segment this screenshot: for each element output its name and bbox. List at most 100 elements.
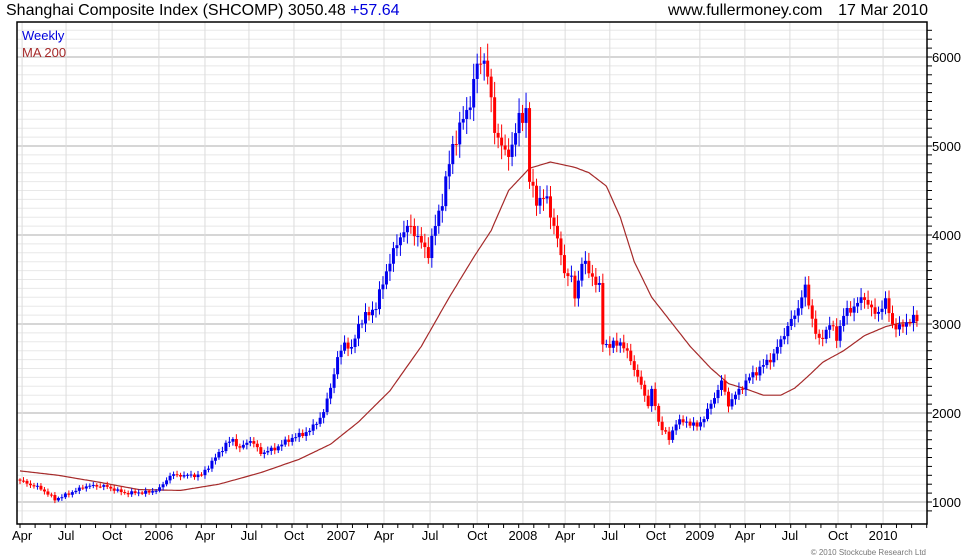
candle-body bbox=[179, 474, 183, 477]
candle-up bbox=[381, 276, 385, 299]
candle-down bbox=[81, 484, 85, 491]
candle-body bbox=[597, 282, 601, 285]
candle-down bbox=[179, 472, 183, 481]
candle-down bbox=[653, 382, 657, 411]
candle-body bbox=[555, 225, 559, 239]
candle-body bbox=[370, 309, 374, 316]
candle-body bbox=[234, 439, 238, 447]
candle-up bbox=[161, 481, 165, 491]
candle-body bbox=[479, 63, 483, 65]
candle-body bbox=[311, 424, 315, 431]
candle-down bbox=[768, 353, 772, 370]
candle-body bbox=[486, 60, 490, 77]
candle-body bbox=[28, 483, 32, 486]
candle-body bbox=[409, 225, 413, 227]
candle-down bbox=[660, 416, 664, 436]
candle-up bbox=[758, 360, 762, 381]
change-value: +57.64 bbox=[350, 2, 399, 19]
candle-body bbox=[144, 490, 148, 494]
candle-body bbox=[528, 108, 532, 182]
candle-down bbox=[740, 386, 744, 394]
y-tick-label: 6000 bbox=[932, 50, 961, 65]
candle-body bbox=[685, 421, 689, 423]
candle-up bbox=[538, 185, 542, 214]
candle-body bbox=[419, 236, 423, 243]
x-tick-label: 2007 bbox=[327, 528, 356, 543]
candle-up bbox=[318, 412, 322, 427]
candle-up bbox=[880, 300, 884, 320]
x-tick-label: Apr bbox=[374, 528, 395, 543]
candle-body bbox=[904, 322, 908, 327]
candle-body bbox=[109, 486, 113, 489]
candle-up bbox=[203, 466, 207, 479]
candle-body bbox=[391, 248, 395, 264]
y-tick-label: 5000 bbox=[932, 139, 961, 154]
candle-up bbox=[719, 375, 723, 396]
site-name[interactable]: www.fullermoney.com bbox=[667, 2, 822, 19]
ma200-layer bbox=[19, 161, 917, 491]
candle-down bbox=[238, 443, 242, 453]
candle-body bbox=[747, 377, 751, 381]
candle-down bbox=[112, 485, 116, 494]
candle-down bbox=[639, 370, 643, 390]
candle-body bbox=[814, 318, 818, 334]
candle-down bbox=[18, 478, 22, 485]
candle-up bbox=[775, 339, 779, 361]
candle-body bbox=[706, 408, 710, 420]
candle-down bbox=[531, 168, 535, 198]
candle-up bbox=[772, 348, 776, 367]
y-tick-label: 2000 bbox=[932, 406, 961, 421]
candle-body bbox=[227, 441, 231, 443]
candle-body bbox=[870, 304, 874, 308]
candle-body bbox=[266, 450, 270, 453]
x-tick-label: Apr bbox=[555, 528, 576, 543]
candle-body bbox=[552, 217, 556, 226]
candle-body bbox=[590, 273, 594, 277]
candle-up bbox=[744, 373, 748, 397]
candle-up bbox=[196, 470, 200, 481]
candle-up bbox=[206, 465, 210, 473]
candle-down bbox=[49, 492, 53, 498]
candle-body bbox=[74, 490, 78, 493]
candle-down bbox=[535, 178, 539, 216]
x-tick-label: 2009 bbox=[685, 528, 714, 543]
candle-body bbox=[873, 307, 877, 314]
candle-down bbox=[133, 489, 137, 496]
candle-body bbox=[193, 474, 196, 478]
candle-down bbox=[147, 489, 151, 495]
candle-body bbox=[32, 485, 36, 487]
candle-up bbox=[280, 440, 284, 451]
candle-down bbox=[140, 490, 144, 496]
candle-up bbox=[227, 436, 231, 448]
candle-body bbox=[158, 487, 162, 491]
candle-up bbox=[336, 351, 340, 379]
candle-body bbox=[63, 493, 67, 498]
candle-body bbox=[695, 422, 699, 427]
candle-up bbox=[433, 214, 437, 246]
candle-up bbox=[290, 434, 294, 446]
candle-up bbox=[706, 403, 710, 422]
candle-up bbox=[322, 409, 326, 424]
candle-body bbox=[678, 419, 682, 425]
candle-body bbox=[482, 60, 486, 64]
candle-down bbox=[28, 480, 32, 489]
candle-up bbox=[84, 483, 88, 492]
candle-up bbox=[618, 338, 622, 353]
candle-body bbox=[199, 474, 203, 476]
candle-body bbox=[395, 245, 399, 249]
candle-body bbox=[353, 338, 357, 348]
candle-up bbox=[789, 310, 793, 331]
chart-date: 17 Mar 2010 bbox=[838, 2, 928, 19]
candle-up bbox=[611, 337, 615, 353]
candle-body bbox=[587, 260, 591, 274]
candle-down bbox=[821, 329, 825, 347]
candle-body bbox=[172, 474, 176, 476]
candle-body bbox=[461, 118, 465, 123]
candle-body bbox=[472, 78, 476, 108]
candle-up bbox=[884, 291, 888, 315]
candle-up bbox=[580, 257, 584, 287]
candle-body bbox=[807, 284, 811, 306]
candle-down bbox=[32, 482, 36, 489]
candle-up bbox=[859, 288, 863, 311]
